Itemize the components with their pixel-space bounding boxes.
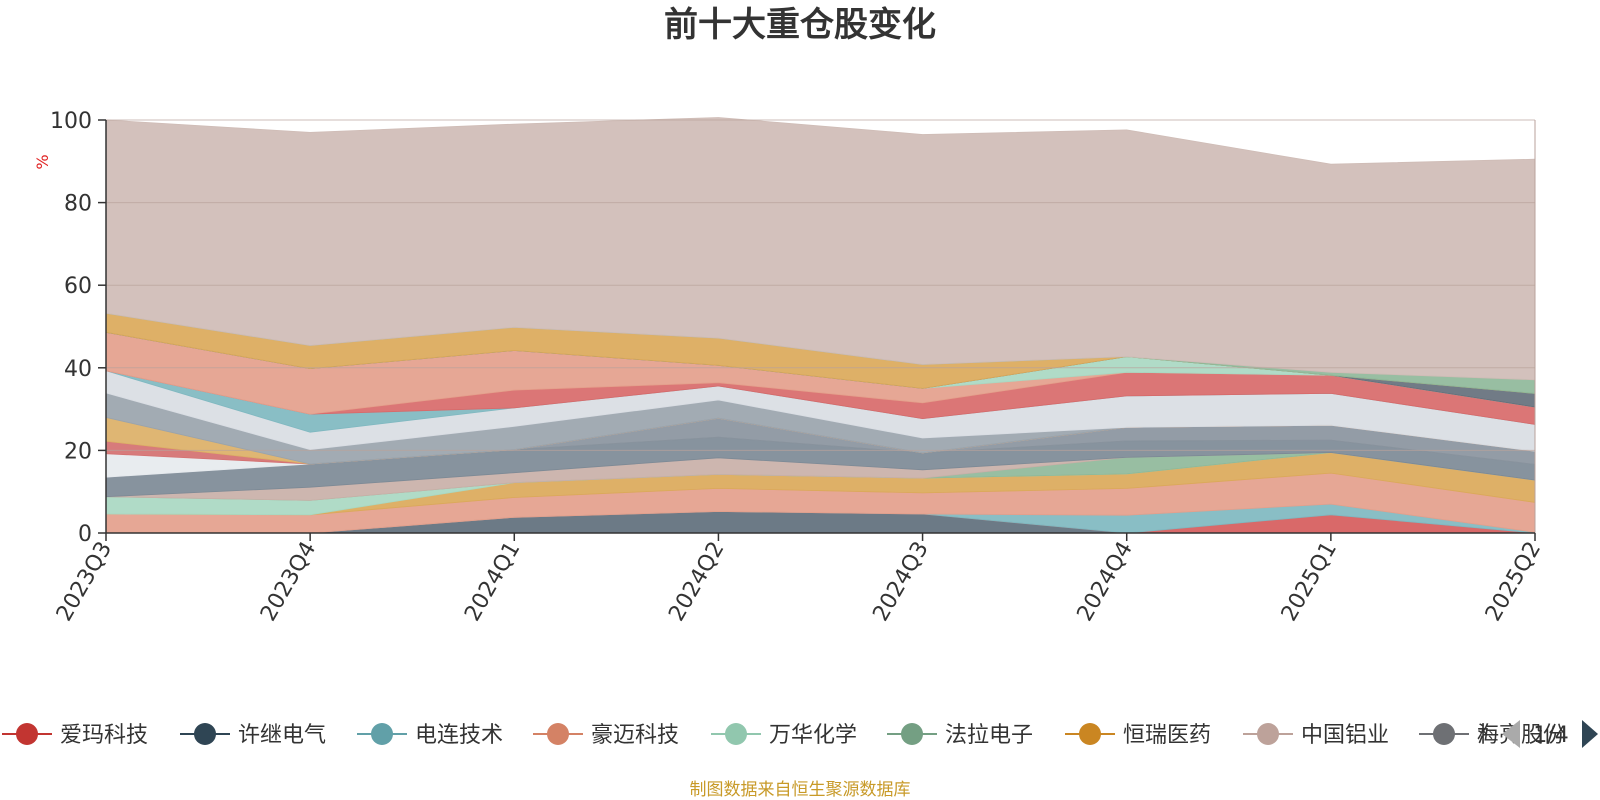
legend-item-0[interactable]: 爱玛科技 — [2, 723, 148, 748]
data-source-note: 制图数据来自恒生聚源数据库 — [690, 780, 911, 800]
y-axis-unit: % — [33, 154, 52, 169]
legend-label-truncated: 札 — [1477, 723, 1499, 748]
area-series — [105, 117, 1536, 534]
legend-prev-icon[interactable] — [1502, 720, 1520, 748]
y-tick-label-4: 80 — [64, 192, 92, 217]
legend-label: 豪迈科技 — [591, 723, 679, 748]
legend-marker — [725, 723, 747, 745]
x-tick-label-2: 2024Q1 — [460, 538, 525, 626]
legend-marker — [16, 723, 38, 745]
legend-label: 中国铝业 — [1301, 723, 1389, 748]
y-tick-labels: 0 20 40 60 80 100 — [50, 109, 106, 547]
y-tick-label-0: 0 — [78, 522, 92, 547]
legend-item-8[interactable]: 海亮股份 — [1419, 723, 1565, 748]
y-tick-label-5: 100 — [50, 109, 92, 134]
legend-item-5[interactable]: 法拉电子 — [887, 723, 1033, 748]
x-tick-label-5: 2024Q4 — [1073, 538, 1138, 626]
legend-marker — [1433, 723, 1455, 745]
x-tick-label-4: 2024Q3 — [868, 538, 933, 626]
legend-page-indicator: 1/4 — [1533, 723, 1568, 748]
chart-title: 前十大重仓股变化 — [664, 5, 936, 45]
legend-item-4[interactable]: 万华化学 — [711, 723, 857, 748]
axes — [105, 120, 1535, 534]
x-tick-label-7: 2025Q2 — [1481, 538, 1546, 626]
legend-item-7[interactable]: 中国铝业 — [1243, 723, 1389, 748]
legend-marker — [1079, 723, 1101, 745]
legend-item-6[interactable]: 恒瑞医药 — [1065, 723, 1211, 748]
y-tick-label-2: 40 — [64, 357, 92, 382]
legend-marker — [901, 723, 923, 745]
legend-next-icon[interactable] — [1582, 720, 1598, 748]
x-tick-labels: 2023Q3 2023Q4 2024Q1 2024Q2 2024Q3 2024Q4 2025… — [52, 533, 1546, 626]
legend-label: 万华化学 — [769, 723, 857, 748]
legend-label: 电连技术 — [415, 723, 503, 748]
legend-item-1[interactable]: 许继电气 — [180, 723, 326, 748]
legend-label: 法拉电子 — [945, 723, 1033, 748]
x-tick-label-6: 2025Q1 — [1277, 538, 1342, 626]
x-tick-label-3: 2024Q2 — [664, 538, 729, 626]
gridlines — [106, 119, 1536, 533]
legend-label: 恒瑞医药 — [1123, 723, 1211, 748]
legend-item-3[interactable]: 豪迈科技 — [533, 723, 679, 748]
legend-label: 爱玛科技 — [60, 723, 148, 748]
legend-marker — [547, 723, 569, 745]
legend-marker — [194, 723, 216, 745]
legend-label: 海亮股份 — [1477, 723, 1565, 748]
legend-label: 许继电气 — [238, 723, 326, 748]
legend-marker — [1257, 723, 1279, 745]
legend-item-2[interactable]: 电连技术 — [357, 723, 503, 748]
x-tick-label-0: 2023Q3 — [52, 538, 117, 626]
legend-marker — [371, 723, 393, 745]
y-tick-label-3: 60 — [64, 274, 92, 299]
y-tick-label-1: 20 — [64, 439, 92, 464]
x-tick-label-1: 2023Q4 — [256, 538, 321, 626]
